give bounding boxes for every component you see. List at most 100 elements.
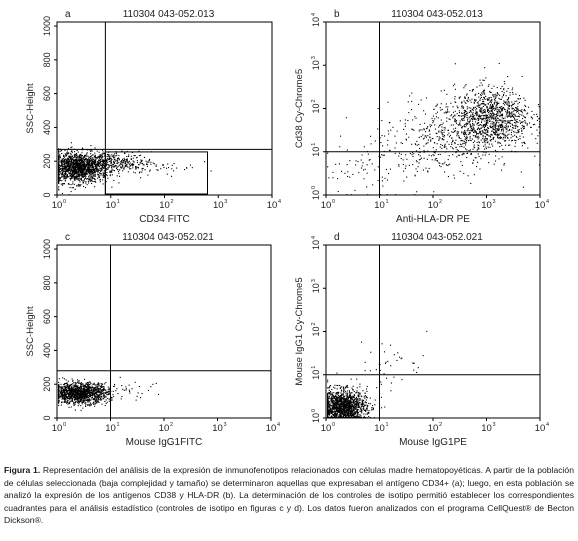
- y-tick-label: 400: [42, 120, 52, 135]
- event-dot: [480, 82, 482, 84]
- event-dot: [73, 404, 75, 406]
- event-dot: [79, 386, 81, 388]
- event-dot: [466, 94, 468, 96]
- event-dot: [83, 395, 85, 397]
- event-dot: [444, 129, 446, 131]
- event-dot: [74, 177, 76, 179]
- event-dot: [160, 168, 162, 170]
- event-dot: [65, 172, 67, 174]
- event-dot: [459, 146, 461, 148]
- event-dot: [83, 385, 85, 387]
- event-dot: [472, 135, 474, 137]
- event-dot: [519, 98, 521, 100]
- event-dot: [148, 160, 150, 162]
- event-dot: [92, 402, 94, 404]
- event-dot: [72, 383, 74, 385]
- event-dot: [70, 387, 72, 389]
- event-dot: [64, 383, 66, 385]
- event-dot: [80, 399, 82, 401]
- event-dot: [444, 144, 446, 146]
- event-dot: [387, 130, 389, 132]
- event-dot: [58, 164, 60, 166]
- event-dot: [482, 125, 484, 127]
- event-dot: [95, 401, 97, 403]
- event-dot: [483, 129, 485, 131]
- event-dot: [336, 404, 338, 406]
- event-dot: [93, 161, 95, 163]
- event-dot: [107, 157, 109, 159]
- event-dot: [497, 111, 499, 113]
- event-dot: [88, 384, 90, 386]
- event-dot: [94, 163, 96, 165]
- event-dot: [65, 397, 67, 399]
- event-dot: [89, 159, 91, 161]
- event-dot: [61, 167, 63, 169]
- event-dot: [505, 125, 507, 127]
- event-dot: [110, 160, 112, 162]
- event-dot: [458, 135, 460, 137]
- event-dot: [81, 157, 83, 159]
- event-dot: [66, 402, 68, 404]
- event-dot: [108, 166, 110, 168]
- event-dot: [494, 124, 496, 126]
- event-dot: [499, 115, 501, 117]
- event-dot: [457, 132, 459, 134]
- event-dot: [92, 158, 94, 160]
- event-dot: [102, 388, 104, 390]
- event-dot: [467, 175, 469, 177]
- event-dot: [106, 159, 108, 161]
- event-dot: [504, 120, 506, 122]
- event-dot: [434, 142, 436, 144]
- event-dot: [119, 175, 121, 177]
- event-dot: [523, 109, 525, 111]
- event-dot: [82, 407, 84, 409]
- event-dot: [490, 105, 492, 107]
- event-dot: [65, 165, 67, 167]
- event-dot: [480, 96, 482, 98]
- event-dot: [473, 144, 475, 146]
- event-dot: [64, 180, 66, 182]
- event-dot: [77, 391, 79, 393]
- event-dot: [74, 397, 76, 399]
- event-dot: [490, 91, 492, 93]
- event-dot: [87, 384, 89, 386]
- event-dot: [411, 109, 413, 111]
- event-dot: [467, 112, 469, 114]
- event-dot: [95, 181, 97, 183]
- event-dot: [64, 401, 66, 403]
- event-dot: [65, 166, 67, 168]
- event-dot: [371, 163, 373, 165]
- event-dot: [464, 114, 466, 116]
- event-dot: [121, 385, 123, 387]
- event-dot: [84, 384, 86, 386]
- event-dot: [65, 159, 67, 161]
- event-dot: [101, 160, 103, 162]
- event-dot: [439, 107, 441, 109]
- event-dot: [517, 109, 519, 111]
- event-dot: [86, 173, 88, 175]
- event-dot: [491, 110, 493, 112]
- event-dot: [64, 389, 66, 391]
- event-dot: [77, 400, 79, 402]
- event-dot: [419, 151, 421, 153]
- event-dot: [94, 154, 96, 156]
- event-dot: [483, 115, 485, 117]
- event-dot: [104, 160, 106, 162]
- event-dot: [458, 124, 460, 126]
- event-dot: [438, 136, 440, 138]
- event-dot: [167, 163, 169, 165]
- event-dot: [100, 158, 102, 160]
- event-dot: [73, 386, 75, 388]
- event-dot: [430, 140, 432, 142]
- event-dot: [91, 385, 93, 387]
- event-dot: [538, 121, 540, 123]
- event-dot: [488, 153, 490, 155]
- event-dot: [95, 175, 97, 177]
- event-dot: [492, 137, 494, 139]
- event-dot: [70, 175, 72, 177]
- event-dot: [75, 393, 77, 395]
- event-dot: [510, 125, 512, 127]
- event-dot: [74, 171, 76, 173]
- event-dot: [455, 139, 457, 141]
